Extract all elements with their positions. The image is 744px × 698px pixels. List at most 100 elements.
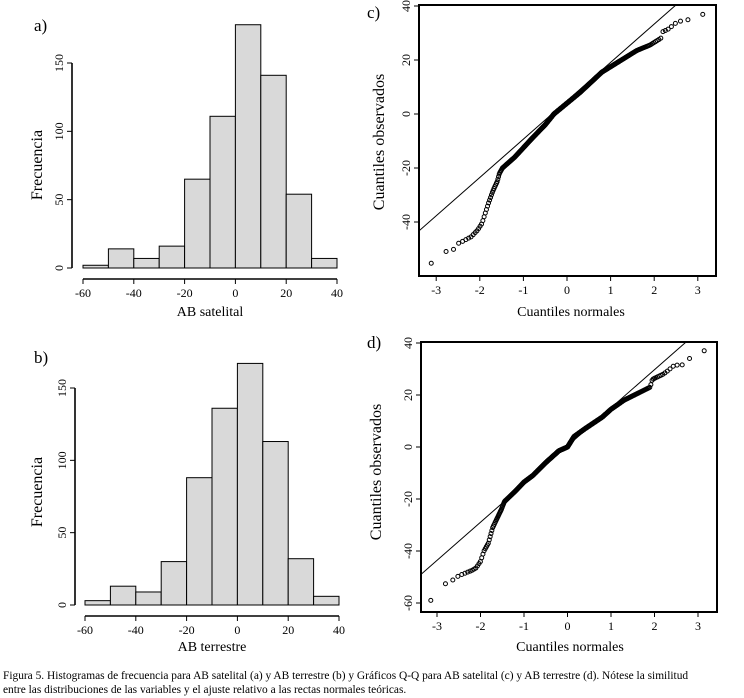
panel-label-c: c) bbox=[367, 3, 380, 22]
y-tick-label: -20 bbox=[399, 160, 413, 176]
x-tick-label: 0 bbox=[232, 286, 238, 300]
qq-point bbox=[674, 362, 680, 368]
x-tick-label: -1 bbox=[518, 283, 528, 297]
qq-point bbox=[665, 26, 671, 32]
y-tick-label: 20 bbox=[399, 54, 413, 66]
qq-point bbox=[495, 176, 501, 182]
x-tick-label: 1 bbox=[608, 283, 614, 297]
qq-point bbox=[428, 260, 434, 266]
qq-reference-line bbox=[419, 5, 677, 232]
y-tick-label: 150 bbox=[52, 54, 66, 72]
y-tick-label: 50 bbox=[52, 194, 66, 206]
y-tick-label: 150 bbox=[55, 379, 69, 397]
qq-point bbox=[428, 597, 434, 603]
qq-point bbox=[668, 24, 674, 30]
qq-point bbox=[647, 384, 653, 390]
qq-point bbox=[486, 537, 492, 543]
x-tick-label: -20 bbox=[177, 286, 193, 300]
x-tick-label: 0 bbox=[565, 619, 571, 633]
x-tick-label: -20 bbox=[179, 623, 195, 637]
xlabel-a: AB satelital bbox=[177, 305, 244, 320]
histogram-bar bbox=[313, 595, 340, 606]
histogram-bar bbox=[84, 600, 111, 606]
xlabel-c: Cuantiles normales bbox=[517, 305, 625, 320]
qq-point bbox=[455, 573, 461, 579]
histogram-bar bbox=[184, 178, 211, 269]
qq-point bbox=[443, 249, 449, 254]
x-tick-label: -60 bbox=[75, 286, 91, 300]
y-tick-label: -40 bbox=[401, 543, 415, 559]
x-tick-label: -40 bbox=[126, 286, 142, 300]
x-tick-label: -2 bbox=[476, 619, 486, 633]
y-tick-label: 100 bbox=[52, 122, 66, 140]
x-tick-label: 0 bbox=[564, 283, 570, 297]
x-tick-label: 0 bbox=[234, 623, 240, 637]
x-tick-label: 40 bbox=[333, 623, 345, 637]
qq-point bbox=[451, 246, 457, 252]
histogram-bar bbox=[260, 74, 287, 269]
x-tick-label: 40 bbox=[331, 286, 343, 300]
qq-point bbox=[442, 581, 448, 587]
x-tick-label: 3 bbox=[695, 283, 701, 297]
qq-point bbox=[466, 235, 472, 241]
histogram-bar bbox=[287, 558, 315, 606]
qq-point bbox=[488, 531, 494, 537]
qq-point bbox=[462, 570, 468, 576]
y-tick-label: 0 bbox=[55, 602, 69, 608]
y-tick-label: 50 bbox=[55, 527, 69, 539]
x-tick-label: 20 bbox=[282, 623, 294, 637]
qq-point bbox=[687, 355, 693, 361]
histogram-bar bbox=[107, 248, 135, 269]
x-tick-label: -2 bbox=[475, 283, 485, 297]
qq-point bbox=[658, 35, 664, 41]
x-tick-label: 1 bbox=[608, 619, 614, 633]
ylabel-b: Frecuencia bbox=[29, 457, 46, 527]
x-tick-label: -3 bbox=[432, 619, 442, 633]
histogram-bar bbox=[211, 407, 238, 606]
qq-point bbox=[489, 528, 495, 534]
qq-plot-c: c) Cuantiles observados Cuantiles normal… bbox=[367, 0, 717, 320]
plot-frame bbox=[420, 341, 718, 613]
qq-point bbox=[685, 17, 691, 23]
histogram-bar bbox=[109, 585, 137, 606]
histogram-b: b) Frecuencia AB terrestre -60 -40 -20 0 20 4… bbox=[29, 348, 345, 655]
qq-point bbox=[670, 363, 676, 369]
ylabel-c: Cuantiles observados bbox=[371, 74, 388, 210]
histogram-a: a) Frecuencia AB satelital -60 -40 -20 0 20 4… bbox=[29, 16, 343, 320]
qq-point bbox=[488, 192, 494, 198]
histogram-bar bbox=[133, 257, 160, 269]
y-tick-label: 0 bbox=[399, 111, 413, 117]
y-tick-label: 20 bbox=[401, 389, 415, 401]
y-tick-label: 0 bbox=[401, 444, 415, 450]
xlabel-d: Cuantiles normales bbox=[516, 640, 624, 655]
qq-point bbox=[487, 534, 493, 540]
qq-point bbox=[450, 577, 456, 583]
qq-point bbox=[672, 20, 678, 26]
qq-point bbox=[662, 27, 668, 33]
histogram-bar bbox=[186, 477, 213, 606]
histogram-bar bbox=[160, 561, 188, 606]
plot-frame bbox=[418, 4, 717, 277]
x-tick-label: 2 bbox=[651, 283, 657, 297]
y-tick-label: 40 bbox=[399, 0, 413, 12]
qq-point bbox=[456, 240, 462, 246]
histogram-bar bbox=[236, 362, 264, 606]
x-tick-label: -1 bbox=[519, 619, 529, 633]
x-tick-label: 3 bbox=[695, 619, 701, 633]
y-tick-label: -40 bbox=[399, 214, 413, 230]
ylabel-d: Cuantiles observados bbox=[368, 404, 385, 540]
x-tick-label: -60 bbox=[77, 623, 93, 637]
panel-label-a: a) bbox=[34, 16, 47, 35]
panel-label-d: d) bbox=[367, 333, 381, 352]
figure-caption: Figura 5. Histogramas de frecuencia para… bbox=[3, 669, 744, 697]
qq-point bbox=[660, 29, 666, 35]
qq-point bbox=[679, 362, 685, 368]
qq-point bbox=[701, 348, 707, 354]
qq-point bbox=[648, 382, 654, 388]
histogram-bar bbox=[209, 115, 236, 269]
histogram-bar bbox=[311, 257, 338, 269]
qq-point bbox=[488, 194, 494, 200]
caption-line-2: entre las distribuciones de las variable… bbox=[3, 684, 407, 696]
histogram-bar bbox=[158, 245, 186, 269]
